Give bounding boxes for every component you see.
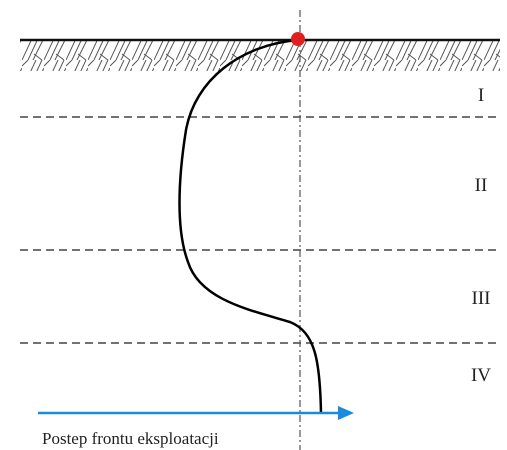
zone-label: I — [478, 85, 484, 106]
diagram: I II III IV Postep frontu eksploatacji — [0, 0, 507, 450]
surface-point — [291, 32, 305, 46]
zone-label: IV — [471, 365, 491, 386]
arrow-head — [338, 406, 354, 420]
ground-hatch — [20, 41, 500, 71]
zone-label: II — [475, 175, 488, 196]
zone-label: III — [472, 288, 491, 309]
arrow-label: Postep frontu eksploatacji — [42, 429, 219, 448]
